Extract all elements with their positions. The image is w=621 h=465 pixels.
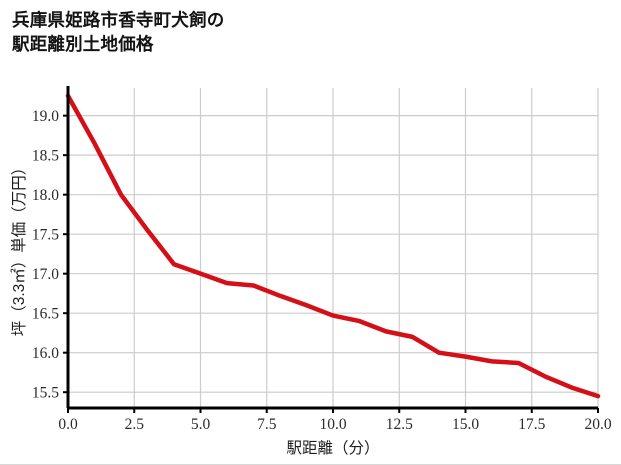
x-axis-tick-label: 20.0 (584, 416, 611, 433)
tick-labels: 19.0 18.5 18.0 17.5 17.0 16.5 16.0 15.5 0.0 2.5 5.… (32, 108, 612, 433)
y-axis-title: 坪（3.3㎡）単価（万円） (10, 160, 28, 337)
axis-titles: 駅距離（分） 坪（3.3㎡）単価（万円） (10, 160, 380, 457)
y-axis-tick-label: 16.5 (32, 306, 59, 323)
x-axis-tick-label: 17.5 (518, 416, 545, 433)
x-axis-tick-label: 12.5 (386, 416, 413, 433)
axis-lines (63, 86, 599, 413)
x-axis-tick-label: 0.0 (58, 416, 78, 433)
x-axis-title: 駅距離（分） (286, 439, 379, 457)
grid-lines (68, 88, 599, 408)
y-axis-tick-label: 18.5 (32, 148, 59, 165)
y-axis-tick-label: 16.0 (32, 345, 59, 362)
y-axis-tick-label: 18.0 (32, 187, 59, 204)
page-title: 兵庫県姫路市香寺町犬飼の 駅距離別土地価格 (12, 10, 225, 54)
data-series-group (65, 93, 601, 399)
x-axis-tick-label: 2.5 (125, 416, 145, 433)
y-axis-tick-label: 17.0 (32, 266, 59, 283)
x-axis-tick-label: 10.0 (319, 416, 346, 433)
x-axis-tick-label: 7.5 (257, 416, 277, 433)
x-axis-tick-label: 5.0 (191, 416, 211, 433)
x-axis-tick-label: 15.0 (452, 416, 479, 433)
y-axis-tick-label: 19.0 (32, 108, 59, 125)
y-axis-tick-label: 15.5 (32, 385, 59, 402)
data-line-坪単価 (65, 93, 601, 399)
y-axis-tick-label: 17.5 (32, 227, 59, 244)
